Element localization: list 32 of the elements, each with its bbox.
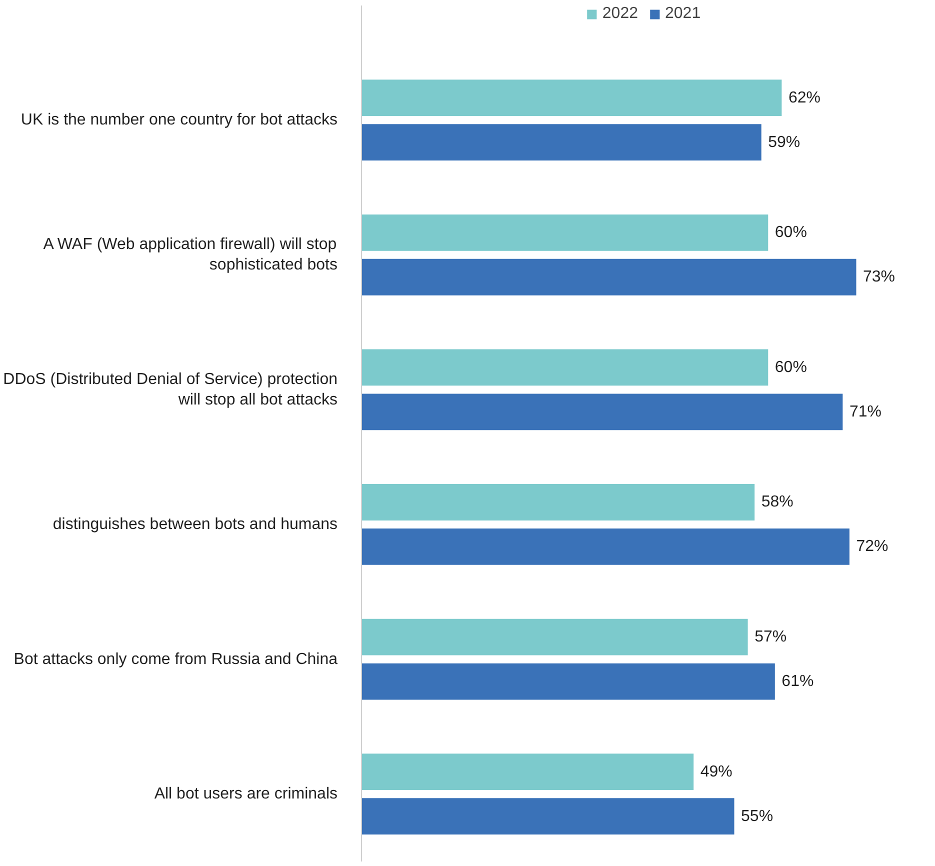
- bar: [362, 754, 694, 790]
- data-label: 61%: [782, 673, 814, 690]
- bar: [362, 349, 768, 386]
- bar: [362, 214, 768, 251]
- bar: [362, 80, 782, 116]
- data-label: 60%: [774, 358, 807, 376]
- y-tick-label: UK is the number one country for bot attacks: [20, 112, 338, 129]
- y-tick-label: All bot users are criminals: [154, 786, 338, 803]
- data-label: 60%: [774, 224, 807, 242]
- y-tick-label: DDoS (Distributed Denial of Service) protection will stop all bot attacks: [3, 370, 338, 408]
- bar: [362, 124, 762, 161]
- bar: [362, 798, 734, 835]
- legend-label: 2021: [665, 5, 701, 23]
- data-label: 59%: [768, 134, 800, 151]
- y-tick-label: distinguishes between bots and humans: [52, 516, 338, 533]
- bar: [362, 258, 856, 296]
- data-label: 73%: [863, 268, 896, 286]
- bar: [362, 528, 850, 565]
- bar: [362, 484, 755, 520]
- data-label: 49%: [700, 763, 732, 780]
- bar: [362, 663, 775, 700]
- data-label: 55%: [741, 808, 774, 825]
- bar: [362, 618, 748, 656]
- data-label: 58%: [761, 494, 794, 511]
- bar: [362, 394, 843, 430]
- data-label: 71%: [849, 403, 882, 420]
- data-label: 72%: [856, 538, 888, 556]
- data-label: 57%: [754, 628, 787, 646]
- data-label: 62%: [788, 89, 820, 106]
- y-tick-label: A WAF (Web application firewall) will stop sophisticated bots: [43, 236, 338, 274]
- y-tick-label: Bot attacks only come from Russia and China: [14, 650, 338, 668]
- legend-label: 2022: [602, 5, 638, 23]
